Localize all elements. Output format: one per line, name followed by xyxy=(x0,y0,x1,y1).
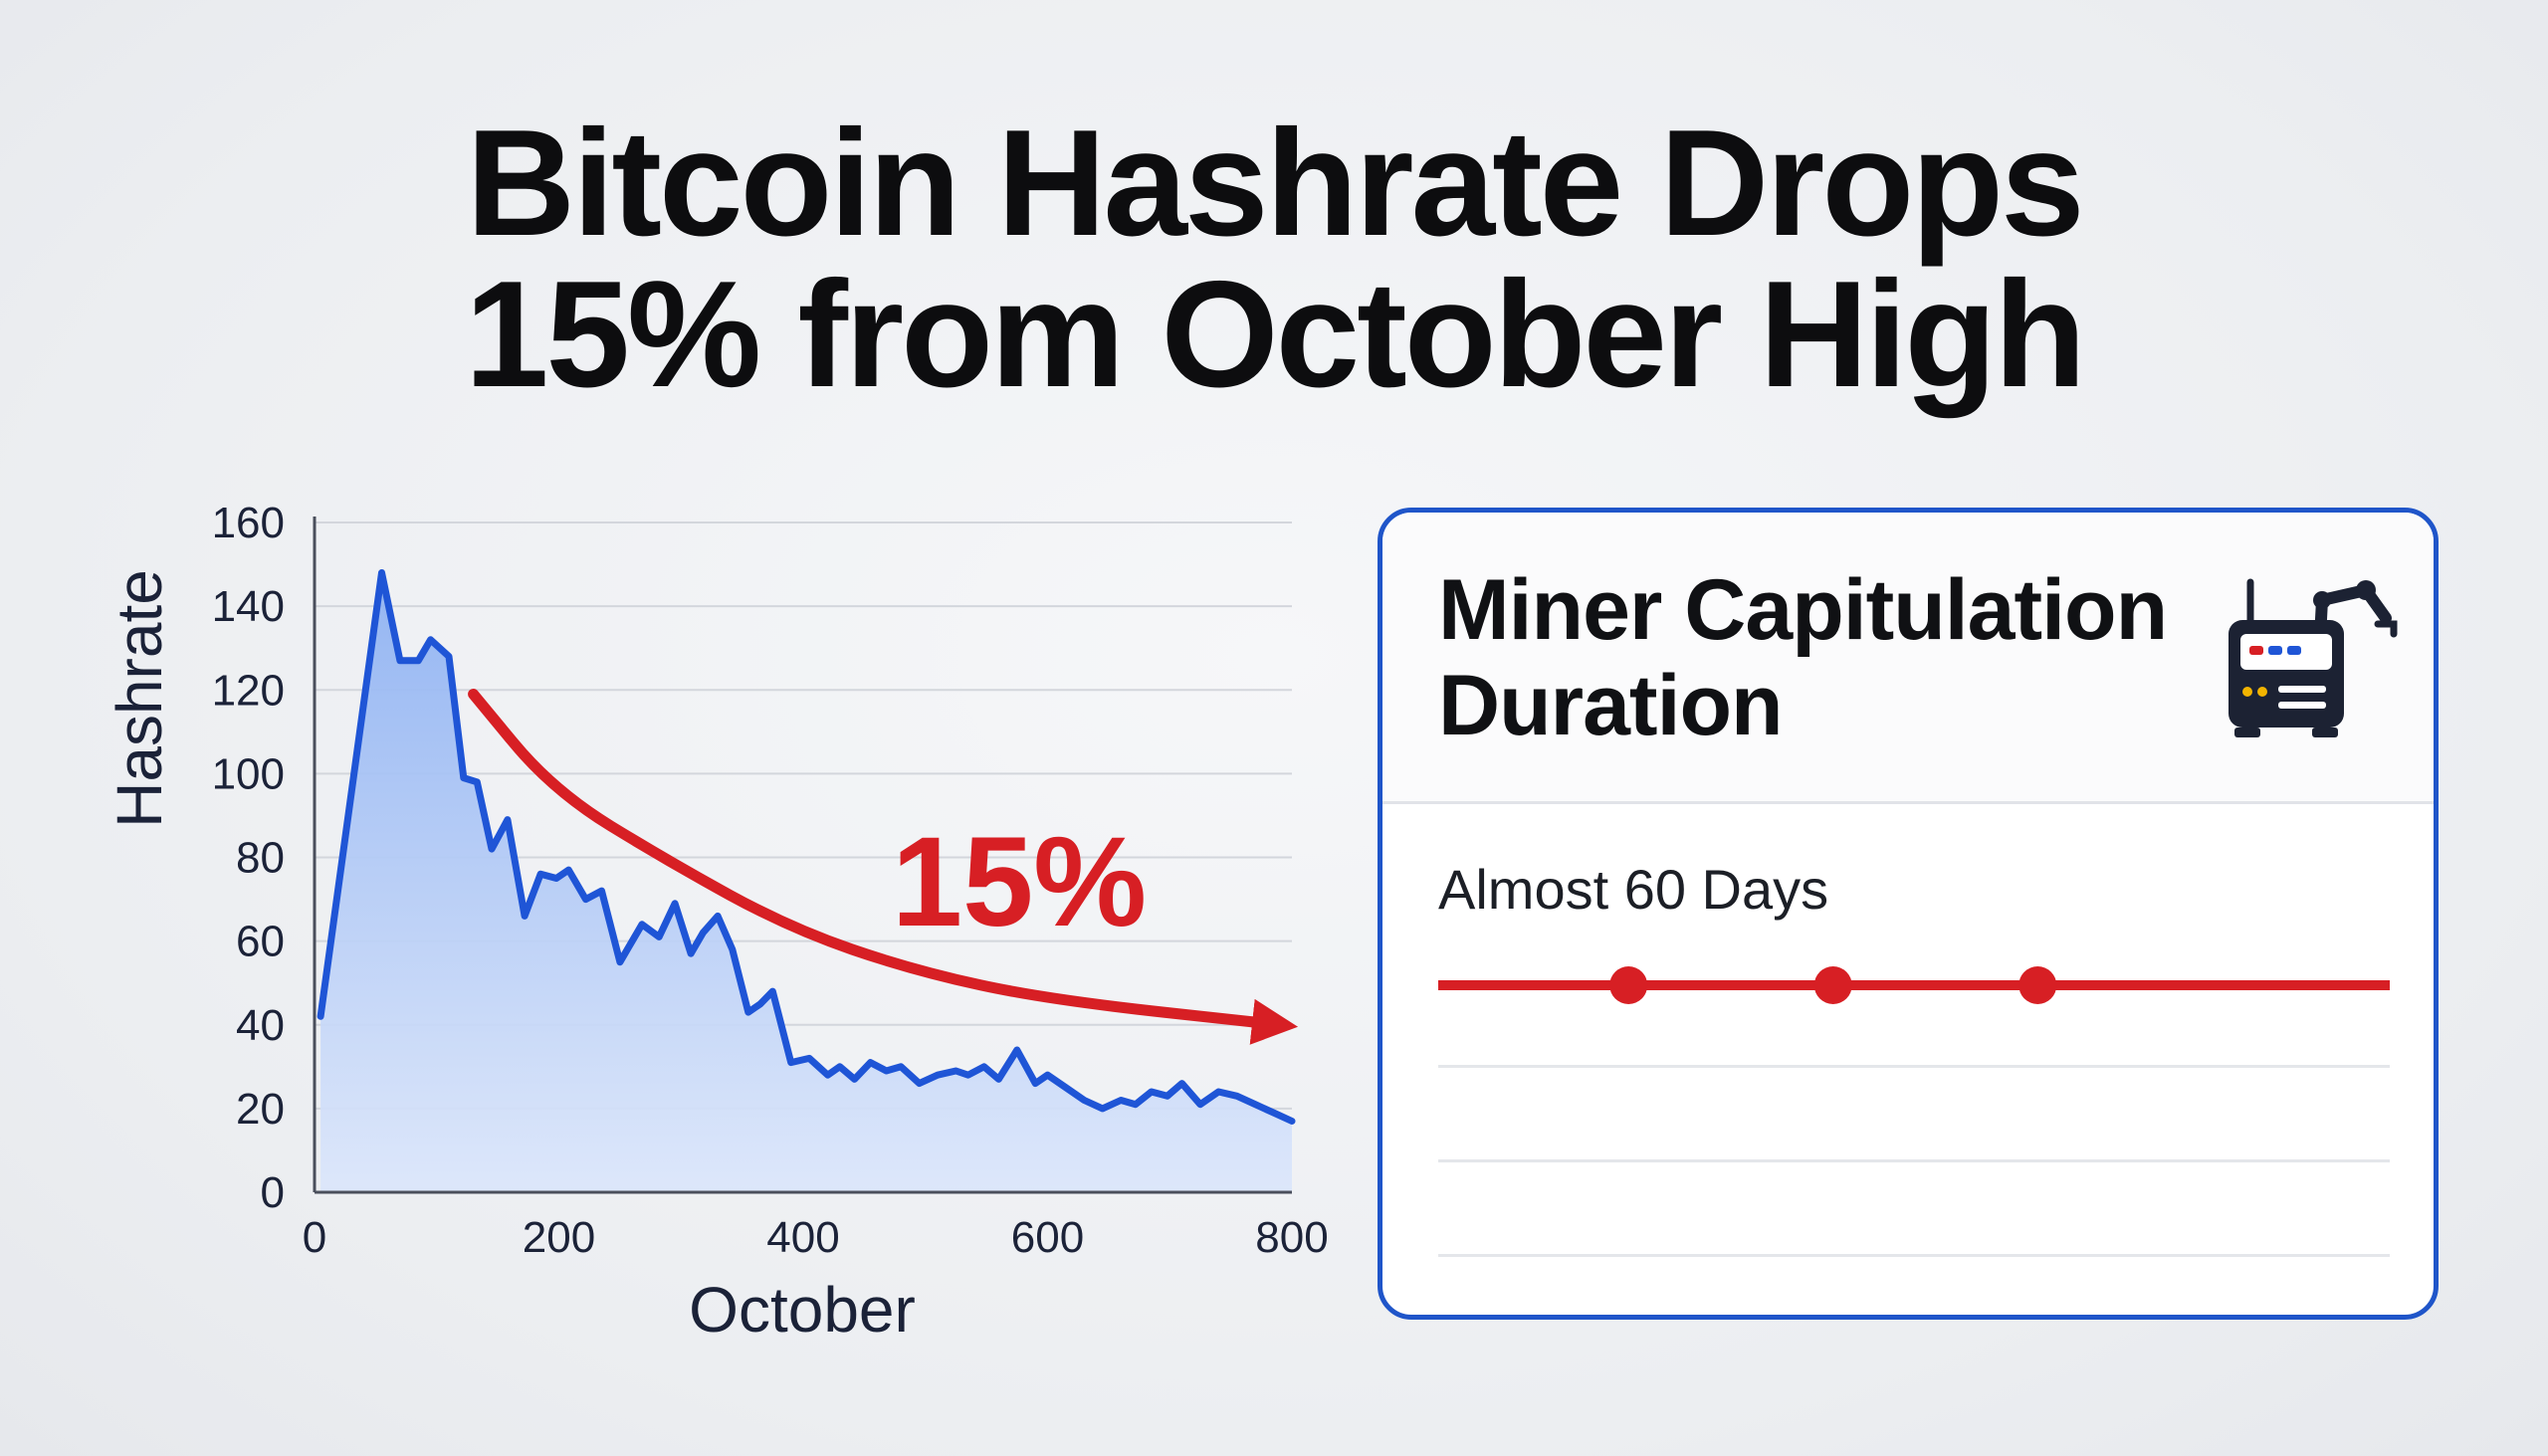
card-divider-2 xyxy=(1438,1159,2390,1162)
hashrate-area-fill xyxy=(320,572,1293,1192)
x-tick-label-0: 0 xyxy=(303,1213,326,1262)
y-tick-label-160: 160 xyxy=(212,499,285,547)
trend-annotation xyxy=(468,688,1299,1045)
area-layer xyxy=(317,569,1296,1192)
hashrate-line xyxy=(317,569,1296,1125)
y-tick-label-120: 120 xyxy=(212,666,285,715)
trend-arrow xyxy=(468,688,1299,1045)
duration-marker-2 xyxy=(1813,966,1852,1004)
x-axis-title: October xyxy=(689,1274,916,1346)
hashrate-chart: 0 20 40 60 80 100 120 140 160 0 200 400 600 800 Hash… xyxy=(104,499,1329,1346)
x-tick-label-600: 600 xyxy=(1011,1213,1084,1262)
headline-line-2: 15% from October High xyxy=(464,250,2086,419)
y-tick-label-140: 140 xyxy=(212,582,285,631)
y-tick-label-40: 40 xyxy=(236,1001,285,1050)
mining-rig-icon xyxy=(2229,578,2398,737)
x-tick-label-200: 200 xyxy=(523,1213,595,1262)
card-divider-3 xyxy=(1438,1254,2390,1257)
card-title-line-2: Duration xyxy=(1438,658,1784,753)
y-axis-title: Hashrate xyxy=(104,569,175,828)
duration-marker-1 xyxy=(1609,966,1648,1004)
duration-marker-3 xyxy=(2018,966,2057,1004)
drop-percentage-label: 15% xyxy=(892,811,1147,953)
x-tick-label-800: 800 xyxy=(1255,1213,1328,1262)
headline-line-1: Bitcoin Hashrate Drops xyxy=(466,99,2084,268)
y-tick-label-0: 0 xyxy=(261,1168,285,1217)
duration-track xyxy=(1438,966,2390,1004)
y-tick-labels: 0 20 40 60 80 100 120 140 160 xyxy=(212,499,285,1217)
y-tick-label-60: 60 xyxy=(236,918,285,966)
card-header: Miner Capitulation Duration xyxy=(1382,513,2434,804)
y-tick-label-20: 20 xyxy=(236,1085,285,1134)
y-tick-label-100: 100 xyxy=(212,749,285,798)
headline: Bitcoin Hashrate Drops 15% from October … xyxy=(0,107,2548,410)
capitulation-duration-value: Almost 60 Days xyxy=(1438,858,1829,921)
y-tick-label-80: 80 xyxy=(236,834,285,883)
x-tick-label-400: 400 xyxy=(766,1213,839,1262)
miner-capitulation-card: Miner Capitulation Duration Almost 60 Da… xyxy=(1378,508,2439,1320)
axes xyxy=(313,517,1292,1194)
card-divider-1 xyxy=(1438,1065,2390,1068)
card-title: Miner Capitulation Duration xyxy=(1438,562,2195,753)
card-title-line-1: Miner Capitulation xyxy=(1438,562,2168,658)
x-tick-labels: 0 200 400 600 800 xyxy=(303,1213,1329,1262)
